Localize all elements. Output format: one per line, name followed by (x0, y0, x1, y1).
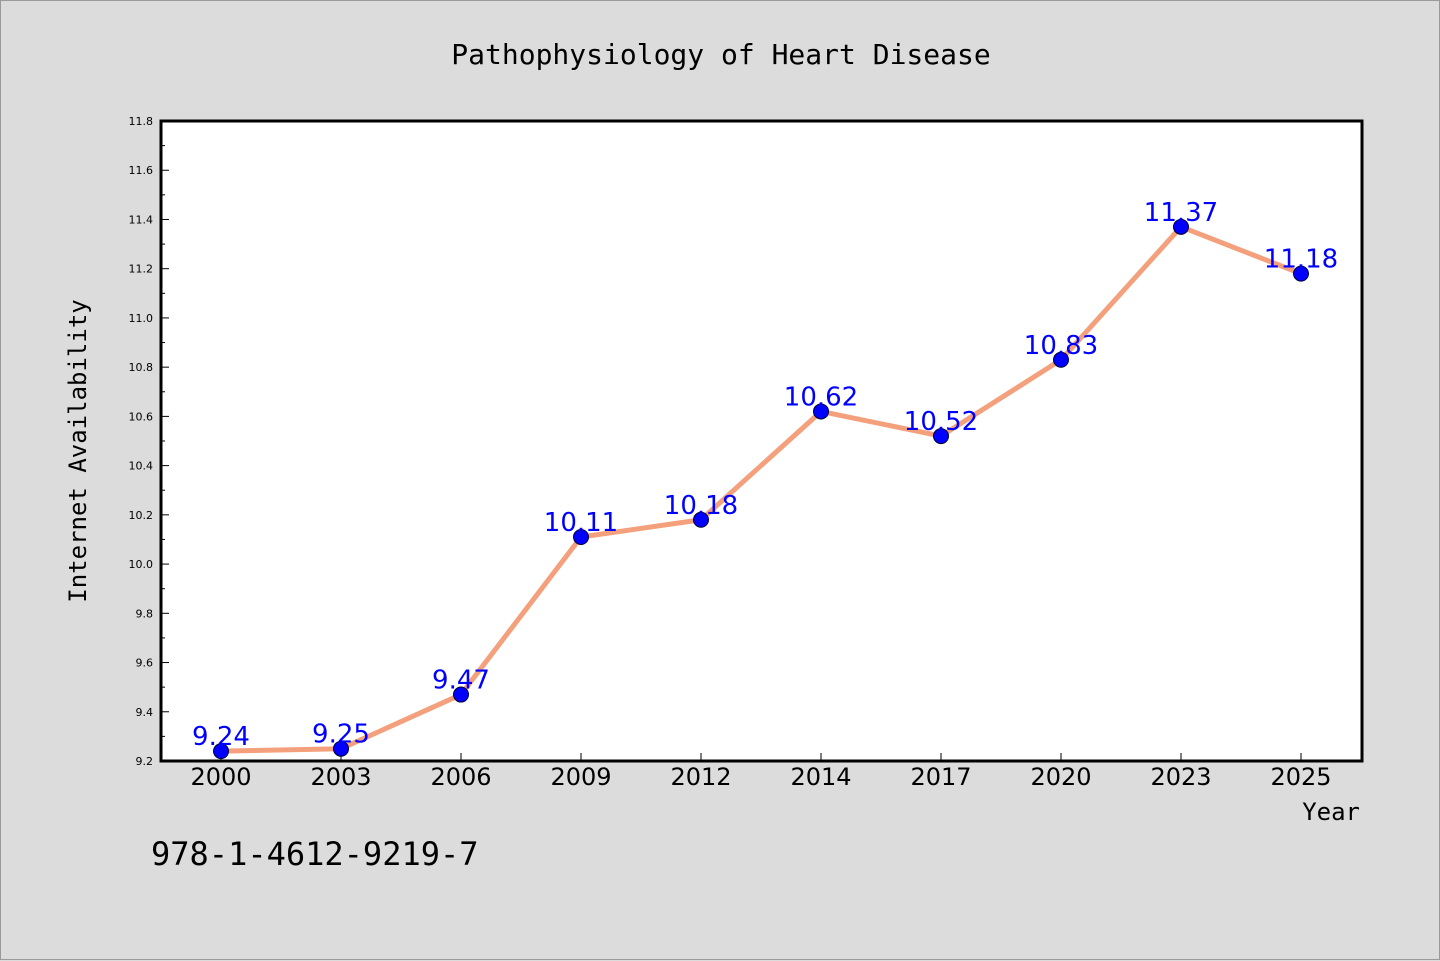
y-tick-label: 9.8 (136, 607, 154, 620)
data-point (1173, 218, 1189, 235)
data-label: 10.83 (1024, 331, 1098, 361)
data-point (453, 686, 469, 703)
chart-title: Pathophysiology of Heart Disease (451, 38, 990, 71)
x-tick-label: 2000 (190, 763, 251, 791)
x-tick-label: 2009 (550, 763, 611, 791)
y-tick-label: 11.2 (129, 263, 154, 276)
y-tick-label: 11.0 (129, 312, 154, 325)
y-tick-label: 10.2 (129, 509, 154, 522)
y-tick-label: 11.8 (129, 115, 154, 128)
y-axis: 9.2 9.4 9.6 9.8 10.0 10.2 10.4 10.6 10.8 11.0 11.2… (129, 115, 169, 768)
x-tick-label: 2003 (310, 763, 371, 791)
x-tick-label: 2017 (910, 763, 971, 791)
y-tick-label: 10.0 (129, 558, 154, 571)
y-tick-label: 9.2 (136, 755, 154, 768)
data-point (333, 740, 349, 757)
data-labels: 9.24 9.25 9.47 10.11 10.18 10.62 10.52 10.83 11.… (192, 198, 1338, 752)
y-tick-label: 9.6 (136, 657, 154, 670)
y-tick-label: 11.6 (129, 164, 154, 177)
data-point (813, 403, 829, 420)
x-tick-label: 2023 (1150, 763, 1211, 791)
data-label: 9.25 (312, 720, 370, 750)
y-tick-label: 9.4 (136, 706, 154, 719)
data-label: 10.62 (784, 382, 858, 412)
x-tick-label: 2012 (670, 763, 731, 791)
y-tick-label: 10.6 (129, 410, 154, 423)
data-point (1053, 351, 1069, 368)
data-point (1293, 265, 1309, 282)
y-tick-label: 10.4 (129, 460, 154, 473)
data-label: 9.24 (192, 722, 250, 752)
x-tick-label: 2020 (1030, 763, 1091, 791)
x-tick-label: 2006 (430, 763, 491, 791)
isbn-text: 978-1-4612-9219-7 (151, 835, 479, 873)
plot-area (159, 119, 1364, 763)
data-label: 10.18 (664, 491, 738, 521)
data-label: 9.47 (432, 666, 490, 696)
x-axis: 2000 2003 2006 2009 2012 2014 2017 2020 2023 2025 (190, 753, 1332, 791)
y-tick-label: 11.4 (129, 213, 154, 226)
y-tick-label: 10.8 (129, 361, 154, 374)
x-axis-title: Year (1302, 798, 1360, 826)
x-tick-label: 2025 (1270, 763, 1331, 791)
x-tick-label: 2014 (790, 763, 851, 791)
data-point (213, 743, 229, 760)
y-axis-title: Internet Availability (64, 299, 92, 602)
data-point (573, 529, 589, 545)
data-label: 11.37 (1144, 198, 1218, 228)
data-label: 10.52 (904, 407, 978, 437)
data-point (693, 511, 709, 528)
series-line (218, 224, 1304, 754)
data-point (933, 428, 949, 445)
data-label: 11.18 (1264, 245, 1338, 275)
data-label: 10.11 (544, 508, 618, 538)
data-series (213, 218, 1309, 760)
